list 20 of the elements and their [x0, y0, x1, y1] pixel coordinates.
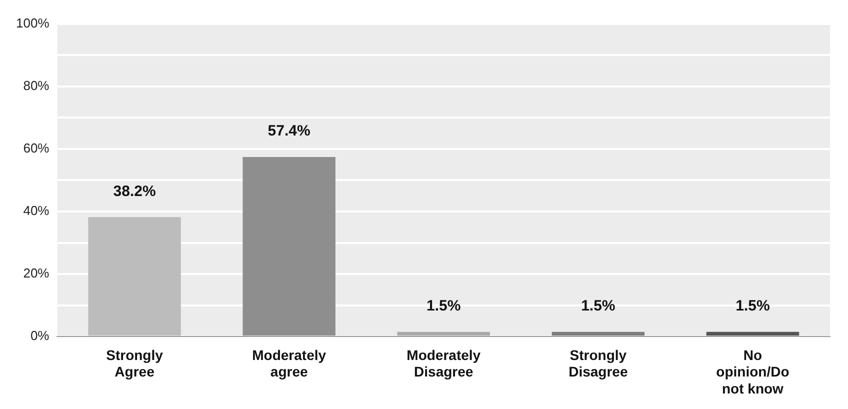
x-tick-label: Strongly Agree: [106, 346, 164, 380]
data-label: 1.5%: [426, 298, 461, 315]
y-tick-label: 40%: [23, 203, 50, 218]
x-tick-label: Strongly Disagree: [568, 346, 628, 380]
bar: [397, 332, 490, 336]
y-tick-label: 0%: [30, 328, 50, 344]
y-tick-label: 20%: [23, 266, 50, 281]
bar: [552, 332, 645, 336]
y-tick-label: 80%: [23, 78, 50, 93]
data-label: 38.2%: [113, 182, 156, 200]
bar: [88, 217, 181, 336]
y-tick-label: 100%: [16, 15, 50, 30]
data-label: 1.5%: [581, 298, 616, 315]
data-label: 57.4%: [268, 122, 310, 140]
x-tick-label: No opinion/Do not know: [716, 346, 790, 396]
x-tick-label: Moderately agree: [252, 346, 326, 380]
data-label: 1.5%: [736, 298, 770, 315]
bar: [706, 332, 800, 336]
x-tick-label: Moderately Disagree: [406, 346, 481, 380]
y-tick-label: 60%: [23, 140, 50, 156]
